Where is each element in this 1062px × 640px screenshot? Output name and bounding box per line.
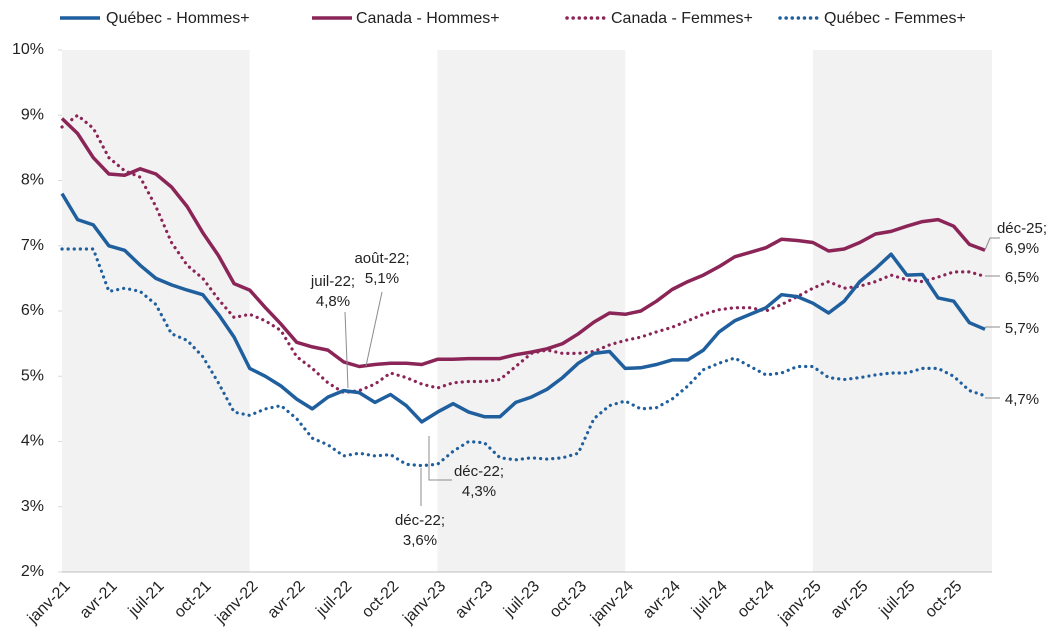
x-tick-label: juil-22 <box>312 578 355 621</box>
x-tick-label: janv-21 <box>24 578 74 628</box>
legend-label: Québec - Femmes+ <box>824 10 966 27</box>
y-tick-label: 8% <box>21 172 44 189</box>
x-tick-label: janv-24 <box>587 578 637 628</box>
year-band <box>812 50 992 572</box>
annotation: 6,5% <box>1005 269 1039 286</box>
x-tick-label: avr-25 <box>828 578 872 622</box>
series-line <box>60 192 986 424</box>
y-tick-label: 4% <box>21 433 44 450</box>
annotation: 5,1% <box>365 270 399 287</box>
x-tick-label: oct-23 <box>547 578 591 622</box>
x-tick-label: oct-21 <box>171 578 215 622</box>
annotation: 4,8% <box>316 293 350 310</box>
y-tick-label: 7% <box>21 237 44 254</box>
annotation: déc-22; <box>454 463 504 480</box>
y-tick-label: 5% <box>21 367 44 384</box>
year-band <box>62 50 250 572</box>
x-tick-label: juil-25 <box>876 578 919 621</box>
legend-label: Canada - Femmes+ <box>611 10 753 27</box>
x-tick-label: juil-24 <box>688 578 731 621</box>
annotation: déc-25; <box>997 220 1047 237</box>
y-tick-label: 9% <box>21 106 44 123</box>
x-tick-label: oct-25 <box>922 578 966 622</box>
annotation: 6,9% <box>1005 240 1039 257</box>
x-tick-label: janv-22 <box>212 578 262 628</box>
x-tick-label: janv-23 <box>399 578 449 628</box>
legend-label: Canada - Hommes+ <box>356 10 500 27</box>
leader-line <box>365 291 383 367</box>
y-tick-label: 3% <box>21 498 44 515</box>
year-band <box>437 50 626 572</box>
x-tick-label: oct-24 <box>734 578 778 622</box>
annotation: déc-22; <box>395 512 445 529</box>
annotation: 4,7% <box>1005 391 1039 408</box>
y-tick-label: 6% <box>21 302 44 319</box>
series-line <box>60 113 987 395</box>
leader-line <box>428 436 452 481</box>
leader-line <box>984 237 1000 251</box>
x-tick-label: oct-22 <box>359 578 403 622</box>
annotation: 5,7% <box>1005 320 1039 337</box>
leader-line <box>344 311 349 389</box>
y-tick-label: 10% <box>12 41 44 58</box>
series-line <box>60 117 986 369</box>
x-tick-label: janv-25 <box>775 578 825 628</box>
x-tick-label: avr-23 <box>452 578 496 622</box>
y-tick-label: 2% <box>21 563 44 580</box>
annotation: 3,6% <box>403 532 437 549</box>
x-tick-label: avr-21 <box>77 578 121 622</box>
legend-label: Québec - Hommes+ <box>106 10 250 27</box>
x-tick-label: avr-22 <box>264 578 308 622</box>
x-tick-label: juil-21 <box>125 578 168 621</box>
series-line <box>60 247 987 468</box>
annotation: août-22; <box>354 250 409 267</box>
annotation: 4,3% <box>462 483 496 500</box>
annotation: juil-22; <box>310 273 355 290</box>
x-tick-label: avr-24 <box>640 578 684 622</box>
x-tick-label: juil-23 <box>500 578 543 621</box>
